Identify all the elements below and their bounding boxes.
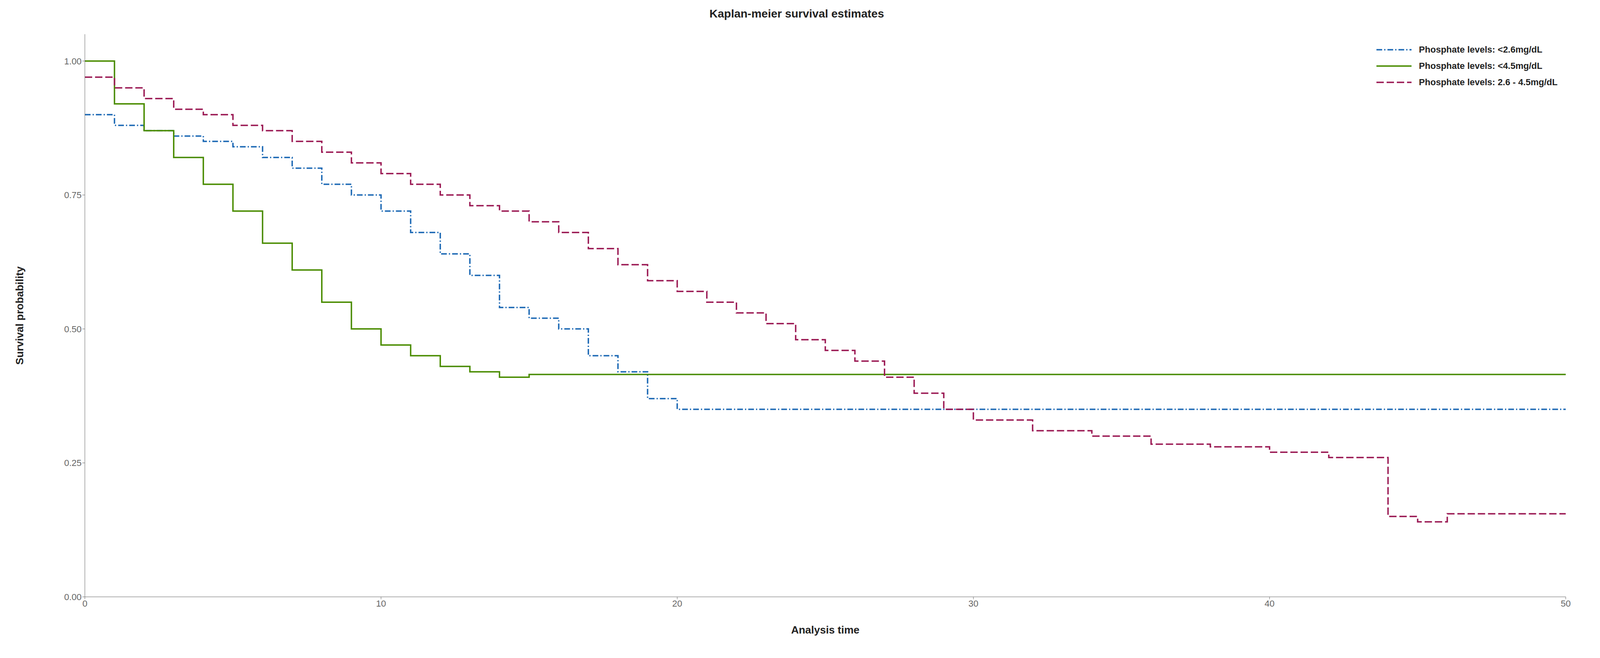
html-text:Phosphate levels: <2.6mg/dL: Phosphate levels: <2.6mg/dL <box>1418 44 1543 55</box>
svg-text:0: 0 <box>82 598 88 610</box>
svg-text:0.00: 0.00 <box>64 592 82 603</box>
svg-text:0.75: 0.75 <box>64 190 82 201</box>
html-text:Phosphate levels: 2.6 - 4.5mg/: Phosphate levels: 2.6 - 4.5mg/dL <box>1418 77 1558 88</box>
svg-text:Analysis time: Analysis time <box>791 624 860 637</box>
svg-text:20: 20 <box>672 598 683 610</box>
svg-text:0.50: 0.50 <box>64 324 82 335</box>
html-text:Kaplan-meier survival estimate: Kaplan-meier survival estimates <box>709 7 885 20</box>
svg-text:1.00: 1.00 <box>64 56 82 67</box>
html-text:Phosphate levels: <4.5mg/dL: Phosphate levels: <4.5mg/dL <box>1418 60 1543 71</box>
svg-text:0.25: 0.25 <box>64 458 82 469</box>
svg-text:Survival probability: Survival probability <box>13 266 26 366</box>
svg-text:40: 40 <box>1264 598 1275 610</box>
svg-text:50: 50 <box>1560 598 1571 610</box>
svg-text:10: 10 <box>376 598 386 610</box>
svg-text:30: 30 <box>968 598 979 610</box>
